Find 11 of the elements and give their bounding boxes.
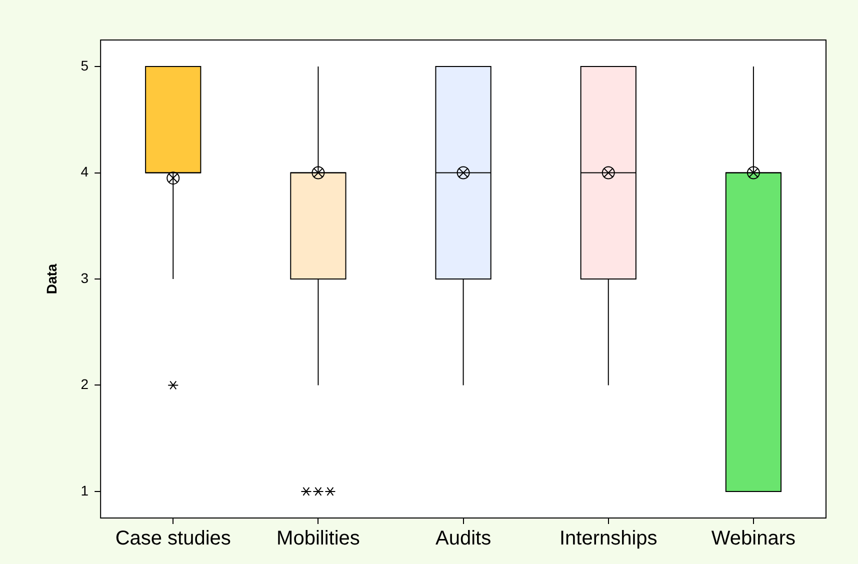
y-tick-label: 3 — [80, 270, 89, 286]
y-tick-label: 1 — [80, 482, 89, 498]
x-tick-label: Audits — [435, 528, 492, 550]
y-axis-title: Data — [43, 264, 60, 294]
x-tick-label: Internships — [559, 528, 658, 550]
x-tick-label: Mobilities — [276, 528, 360, 550]
y-tick-label: 2 — [80, 376, 89, 392]
y-tick-label: 4 — [80, 164, 89, 180]
y-tick-label: 5 — [80, 57, 89, 74]
x-tick-label: Case studies — [115, 528, 231, 550]
x-tick-label: Webinars — [711, 528, 796, 550]
